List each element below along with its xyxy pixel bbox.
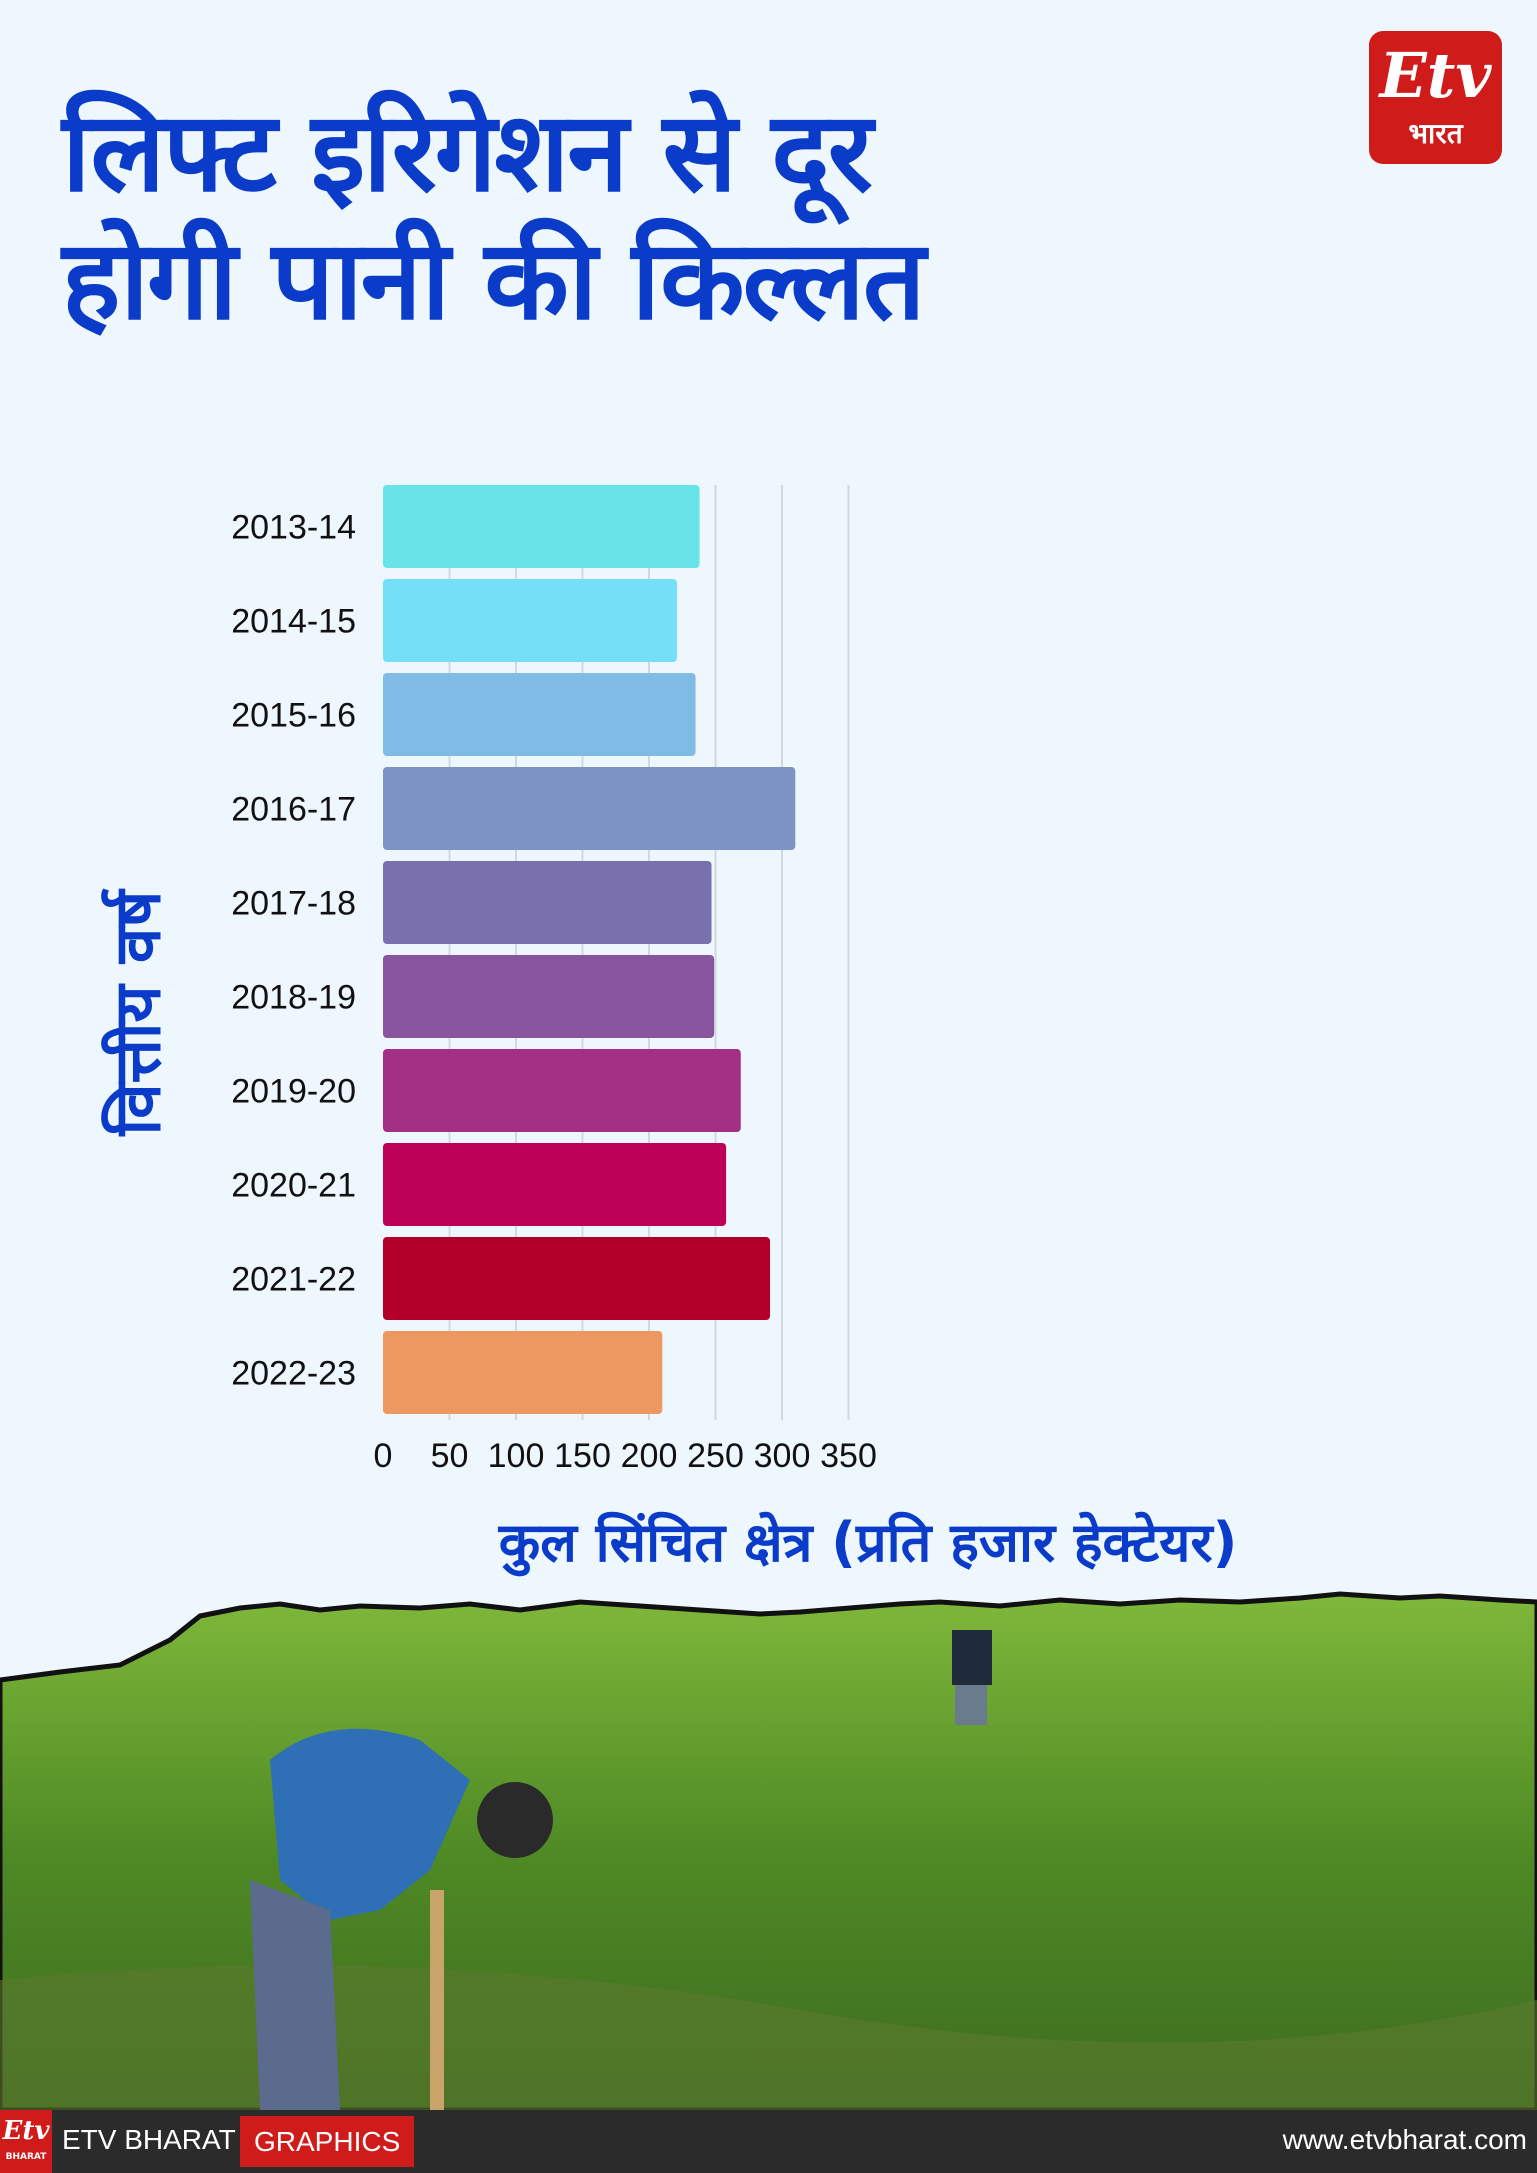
logo-sub: भारत bbox=[1408, 117, 1463, 150]
title-line-1: लिफ्ट इरिगेशन से दूर bbox=[62, 88, 873, 216]
footer-brand: ETV BHARAT bbox=[62, 2124, 236, 2155]
x-tick-label: 50 bbox=[431, 1437, 469, 1475]
footer-logo-mark: Etv bbox=[2, 2116, 50, 2146]
category-label: 2019-20 bbox=[231, 1073, 356, 1111]
logo-mark: Etv bbox=[1379, 39, 1492, 112]
field-soil-band bbox=[0, 1965, 1537, 2110]
title-line-2: होगी पानी की किल्लत bbox=[62, 216, 926, 344]
category-label: 2020-21 bbox=[231, 1167, 356, 1205]
bar bbox=[383, 767, 796, 850]
x-tick-label: 0 bbox=[374, 1437, 393, 1475]
farmer-figure bbox=[250, 1728, 553, 2110]
x-tick-label: 350 bbox=[820, 1437, 877, 1475]
bar bbox=[383, 955, 715, 1038]
category-label: 2013-14 bbox=[231, 509, 356, 547]
category-label: 2021-22 bbox=[231, 1261, 356, 1299]
category-label: 2014-15 bbox=[231, 603, 356, 641]
x-axis-label: कुल सिंचित क्षेत्र (प्रति हजार हेक्टेयर) bbox=[498, 1511, 1238, 1574]
footer-url[interactable]: www.etvbharat.com bbox=[1282, 2124, 1527, 2155]
category-label: 2022-23 bbox=[231, 1355, 356, 1393]
bar bbox=[383, 579, 677, 662]
bar-chart: 2013-14 2014-15 2015-16 2016-17 2017-18 2018-… bbox=[231, 485, 877, 1475]
category-label: 2015-16 bbox=[231, 697, 356, 735]
x-tick-label: 150 bbox=[554, 1437, 611, 1475]
footer-logo: Etv BHARAT bbox=[0, 2110, 52, 2173]
category-label: 2016-17 bbox=[231, 791, 356, 829]
bar bbox=[383, 1237, 771, 1320]
bar bbox=[383, 673, 696, 756]
footer-bar: Etv BHARAT ETV BHARAT GRAPHICS www.etvbh… bbox=[0, 2110, 1537, 2173]
x-tick-label: 100 bbox=[488, 1437, 545, 1475]
footer-graphics-tag: GRAPHICS bbox=[240, 2116, 415, 2167]
x-tick-label: 200 bbox=[621, 1437, 678, 1475]
footer-logo-sub: BHARAT bbox=[5, 2152, 47, 2162]
x-tick-label: 300 bbox=[754, 1437, 811, 1475]
bar bbox=[383, 1049, 741, 1132]
category-label: 2017-18 bbox=[231, 885, 356, 923]
bar bbox=[383, 1331, 663, 1414]
bar bbox=[383, 861, 712, 944]
distant-farmer-figure bbox=[952, 1630, 992, 1725]
x-tick-label: 250 bbox=[687, 1437, 744, 1475]
farm-photo bbox=[0, 1591, 1537, 2110]
category-label: 2018-19 bbox=[231, 979, 356, 1017]
etv-bharat-logo: Etv भारत bbox=[1369, 31, 1502, 164]
bar bbox=[383, 1143, 727, 1226]
y-axis-label: वित्तीय वर्ष bbox=[101, 890, 176, 1136]
bar bbox=[383, 485, 700, 568]
page-title: लिफ्ट इरिगेशन से दूर होगी पानी की किल्लत bbox=[62, 88, 926, 344]
